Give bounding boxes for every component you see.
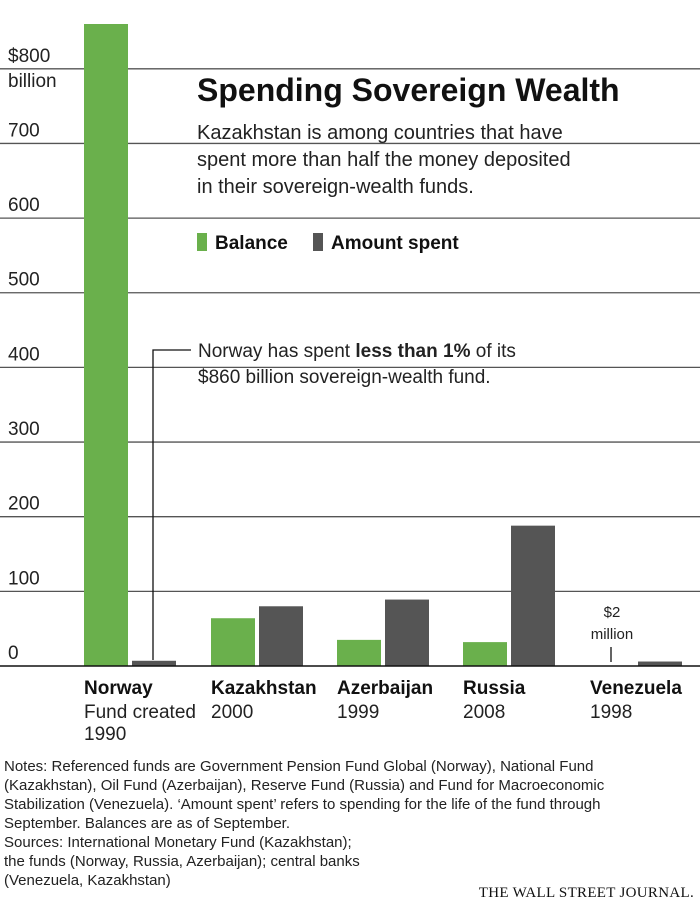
notes-line-7: (Venezuela, Kazakhstan)	[4, 872, 171, 889]
y-tick-label-600: 600	[8, 195, 40, 216]
category-sublabel-venezuela-1: 1998	[590, 702, 632, 723]
bar-venezuela-amount-spent	[638, 661, 682, 666]
norway-annotation-line-2: $860 billion sovereign-wealth fund.	[198, 367, 491, 388]
notes-line-4: September. Balances are as of September.	[4, 815, 291, 832]
y-tick-label-200: 200	[8, 494, 40, 515]
chart-notes: Notes: Referenced funds are Government P…	[4, 757, 694, 890]
category-sublabel-norway-1: Fund created	[84, 702, 196, 723]
norway-annotation-line-1: Norway has spent less than 1% of its	[198, 341, 516, 362]
y-tick-label-500: 500	[8, 270, 40, 291]
y-tick-label-800: $800	[8, 46, 50, 67]
chart-title: Spending Sovereign Wealth	[197, 72, 620, 108]
y-unit-label: billion	[8, 71, 57, 92]
legend-swatch-balance	[197, 233, 207, 251]
category-label-russia: Russia	[463, 678, 526, 699]
bar-russia-amount-spent	[511, 525, 555, 666]
bar-russia-balance	[463, 642, 507, 666]
chart-subtitle-line-3: in their sovereign-wealth funds.	[197, 176, 474, 198]
bar-kazakhstan-amount-spent	[259, 606, 303, 666]
bar-norway-amount-spent	[132, 660, 176, 666]
legend: Balance Amount spent	[197, 233, 459, 254]
venezuela-value-label: $2	[604, 604, 621, 621]
notes-line-3: Stabilization (Venezuela). ‘Amount spent…	[4, 796, 601, 813]
notes-line-2: (Kazakhstan), Oil Fund (Azerbaijan), Res…	[4, 777, 605, 794]
category-label-azerbaijan: Azerbaijan	[337, 678, 433, 699]
category-label-kazakhstan: Kazakhstan	[211, 678, 317, 699]
legend-label-balance: Balance	[215, 233, 288, 254]
norway-leader-line	[152, 349, 191, 660]
y-tick-label-300: 300	[8, 419, 40, 440]
source-logo: THE WALL STREET JOURNAL.	[478, 885, 694, 901]
bar-azerbaijan-balance	[337, 639, 381, 666]
legend-swatch-amount-spent	[313, 233, 323, 251]
category-sublabel-russia-1: 2008	[463, 702, 505, 723]
notes-line-6: the funds (Norway, Russia, Azerbaijan); …	[4, 853, 360, 870]
venezuela-unit-label: million	[591, 626, 634, 643]
bar-kazakhstan-balance	[211, 618, 255, 666]
notes-line-1: Notes: Referenced funds are Government P…	[4, 758, 594, 775]
y-tick-labels: $800 billion 700 600 500 400 300 200 100 0	[8, 46, 57, 664]
bar-azerbaijan-amount-spent	[385, 599, 429, 666]
venezuela-annotation: $2 million	[591, 604, 634, 662]
chart-subtitle-line-2: spent more than half the money deposited	[197, 149, 571, 171]
notes-line-5: Sources: International Monetary Fund (Ka…	[4, 834, 352, 851]
category-sublabel-azerbaijan-1: 1999	[337, 702, 379, 723]
y-tick-label-400: 400	[8, 344, 40, 365]
category-sublabel-norway-2: 1990	[84, 724, 126, 745]
y-tick-label-700: 700	[8, 120, 40, 141]
category-label-norway: Norway	[84, 678, 153, 699]
category-sublabel-kazakhstan-1: 2000	[211, 702, 253, 723]
bars	[84, 24, 682, 666]
chart-subtitle-line-1: Kazakhstan is among countries that have	[197, 122, 563, 144]
legend-label-amount-spent: Amount spent	[331, 233, 459, 254]
y-tick-label-0: 0	[8, 643, 19, 664]
norway-annotation: Norway has spent less than 1% of its $86…	[152, 341, 516, 660]
category-label-venezuela: Venezuela	[590, 678, 682, 699]
chart: $800 billion 700 600 500 400 300 200 100 0 Spendi…	[0, 24, 700, 745]
bar-norway-balance	[84, 24, 128, 666]
y-tick-label-100: 100	[8, 568, 40, 589]
